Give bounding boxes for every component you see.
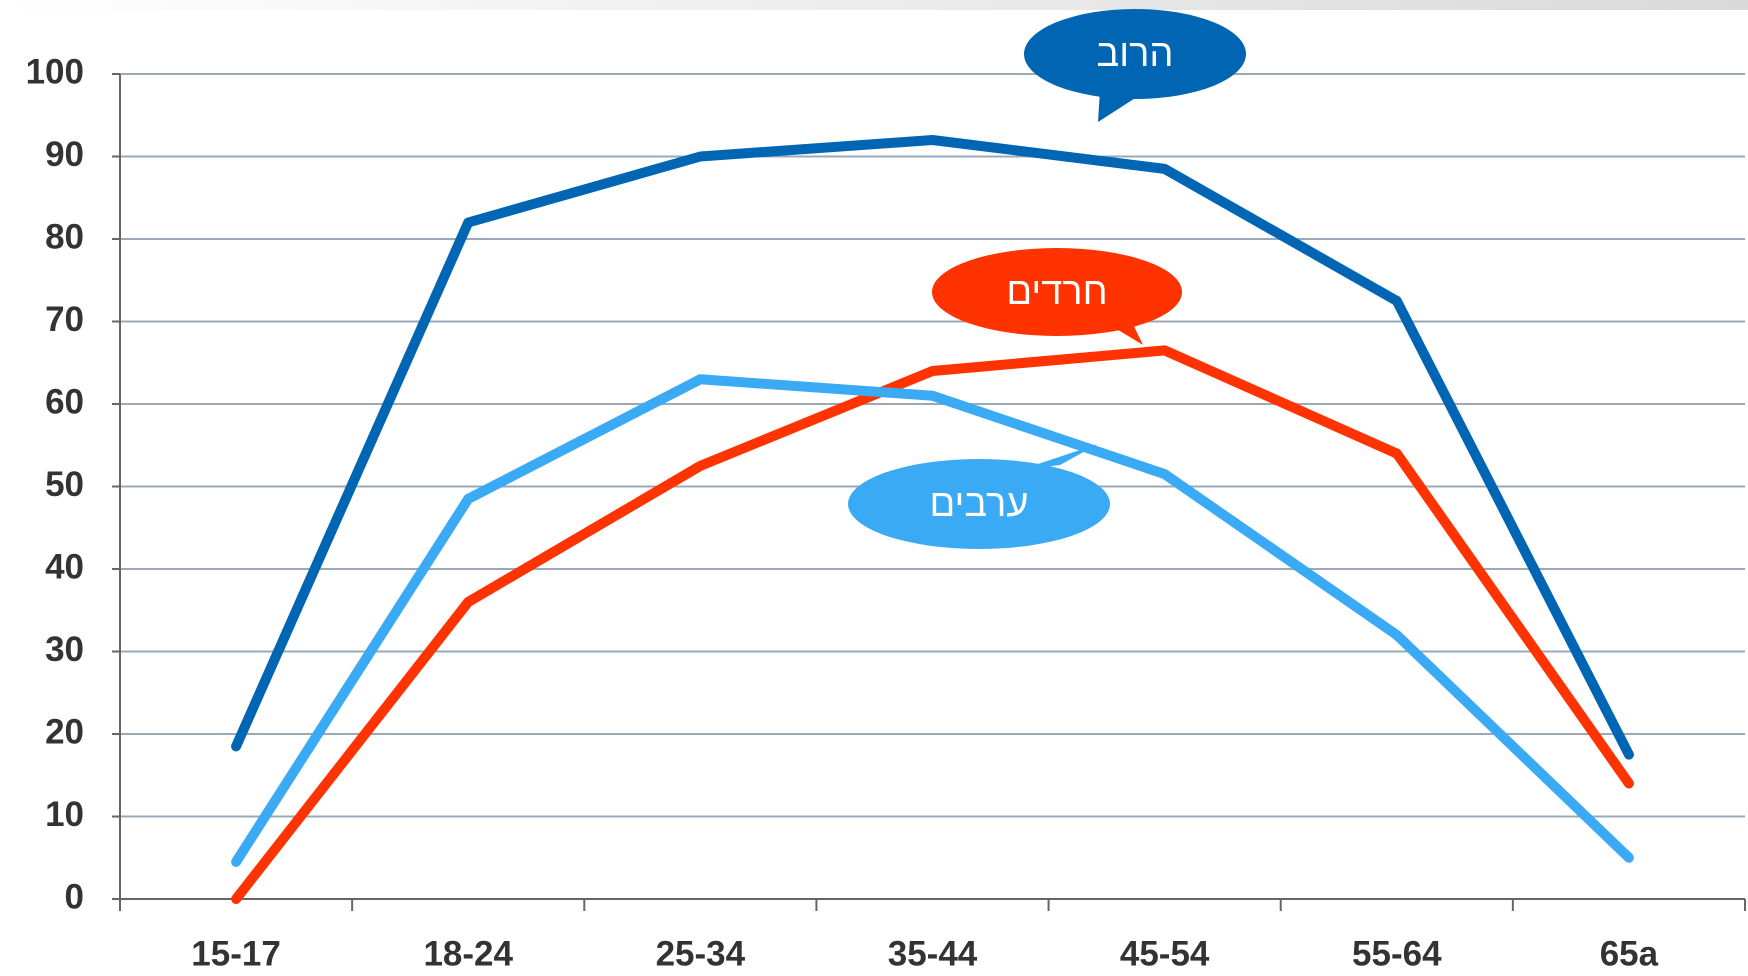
y-tick-label: 50 (45, 465, 84, 504)
legend-label: חרדים (1006, 271, 1107, 313)
x-tick-label: 25-34 (656, 934, 746, 973)
series-line (231, 345, 1634, 904)
x-tick-label: 18-24 (423, 934, 513, 973)
legend-label: הרוב (1097, 33, 1174, 75)
y-tick-label: 40 (45, 547, 84, 586)
callout-tail (1020, 444, 1098, 470)
y-tick-label: 60 (45, 382, 84, 421)
x-tick-label: 65a (1600, 934, 1659, 973)
y-tick-label: 70 (45, 300, 84, 339)
y-tick-label: 10 (45, 795, 84, 834)
callout-bubble (1024, 9, 1246, 99)
top-band (0, 0, 1748, 10)
y-tick-label: 90 (45, 135, 84, 174)
y-tick-label: 30 (45, 630, 84, 669)
callout-bubble (932, 248, 1182, 336)
y-tick-label: 20 (45, 712, 84, 751)
series-line (231, 135, 1634, 760)
x-tick-label: 45-54 (1120, 934, 1210, 973)
legend-label: ערבים (930, 483, 1029, 525)
y-tick-label: 80 (45, 217, 84, 256)
y-tick-label: 0 (65, 877, 84, 916)
x-tick-label: 15-17 (191, 934, 281, 973)
x-tick-label: 55-64 (1352, 934, 1442, 973)
callout-bubble (848, 459, 1110, 549)
y-tick-label: 100 (26, 52, 84, 91)
series-line (231, 374, 1634, 867)
x-tick-label: 35-44 (888, 934, 978, 973)
